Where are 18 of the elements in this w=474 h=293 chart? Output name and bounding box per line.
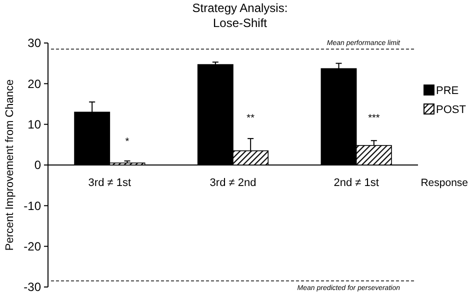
annotation: ** (246, 113, 255, 124)
y-tick-label: 10 (28, 118, 42, 132)
x-tick-label: 3rd ≠ 2nd (210, 177, 256, 189)
legend-label: POST (436, 104, 466, 116)
x-tick-label: 3rd ≠ 1st (88, 177, 132, 189)
y-tick-label: -30 (24, 280, 42, 293)
annotation: * (125, 136, 130, 148)
legend-label: PRE (436, 84, 459, 97)
y-tick-label: -10 (24, 198, 42, 213)
x-axis-title: Response (420, 177, 468, 189)
chart-title: Strategy Analysis: Lose-Shift (192, 1, 288, 30)
x-tick-label: 2nd ≠ 1st (334, 177, 379, 189)
y-tick-label: 0 (34, 158, 42, 172)
annotation: *** (368, 113, 380, 124)
y-tick-label: 30 (28, 36, 42, 50)
y-tick-label: -20 (24, 240, 42, 254)
y-tick-label: 20 (28, 76, 42, 91)
y-axis-title: Percent Improvement from Chance (4, 79, 16, 251)
